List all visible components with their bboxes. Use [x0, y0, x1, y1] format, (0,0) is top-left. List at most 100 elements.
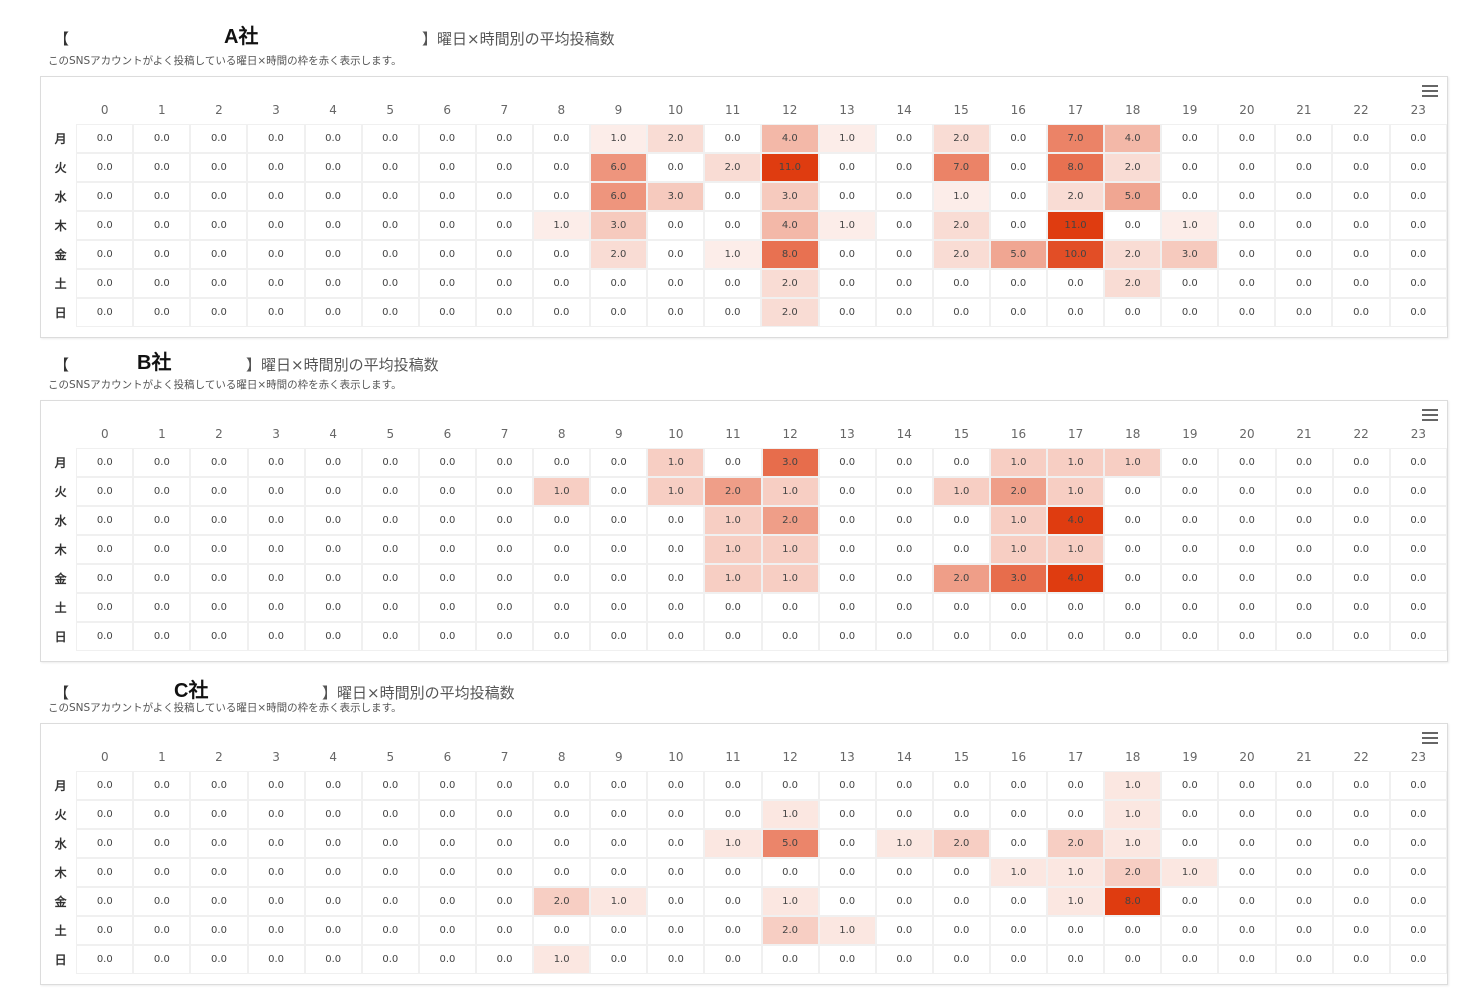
- heatmap-cell[interactable]: 0.0: [304, 800, 362, 829]
- heatmap-cell[interactable]: 0.0: [190, 887, 248, 916]
- heatmap-cell[interactable]: 0.0: [532, 269, 590, 298]
- heatmap-cell[interactable]: 0.0: [818, 593, 876, 622]
- heatmap-cell[interactable]: 0.0: [475, 829, 534, 858]
- heatmap-cell[interactable]: 0.0: [818, 269, 876, 298]
- heatmap-cell[interactable]: 2.0: [646, 124, 705, 153]
- heatmap-cell[interactable]: 5.0: [989, 240, 1047, 269]
- heatmap-cell[interactable]: 0.0: [304, 298, 362, 327]
- heatmap-cell[interactable]: 0.0: [475, 593, 534, 622]
- heatmap-cell[interactable]: 0.0: [1275, 506, 1333, 535]
- heatmap-cell[interactable]: 0.0: [1218, 593, 1276, 622]
- heatmap-cell[interactable]: 0.0: [190, 829, 248, 858]
- heatmap-cell[interactable]: 1.0: [532, 211, 590, 240]
- heatmap-cell[interactable]: 0.0: [76, 800, 134, 829]
- heatmap-cell[interactable]: 0.0: [932, 916, 990, 945]
- heatmap-cell[interactable]: 0.0: [475, 564, 534, 593]
- heatmap-cell[interactable]: 1.0: [647, 477, 705, 506]
- heatmap-cell[interactable]: 0.0: [1389, 771, 1447, 800]
- heatmap-cell[interactable]: 0.0: [875, 622, 933, 651]
- heatmap-cell[interactable]: 10.0: [1046, 240, 1105, 269]
- heatmap-cell[interactable]: 0.0: [361, 269, 419, 298]
- heatmap-cell[interactable]: 0.0: [1161, 269, 1219, 298]
- heatmap-cell[interactable]: 0.0: [989, 771, 1048, 800]
- heatmap-cell[interactable]: 0.0: [247, 858, 305, 887]
- heatmap-cell[interactable]: 2.0: [932, 829, 990, 858]
- heatmap-cell[interactable]: 0.0: [76, 564, 134, 593]
- heatmap-cell[interactable]: 0.0: [1389, 800, 1447, 829]
- heatmap-cell[interactable]: 0.0: [1161, 153, 1219, 182]
- heatmap-cell[interactable]: 0.0: [247, 945, 305, 974]
- heatmap-cell[interactable]: 0.0: [1047, 800, 1105, 829]
- heatmap-cell[interactable]: 0.0: [247, 593, 305, 622]
- heatmap-cell[interactable]: 0.0: [590, 829, 648, 858]
- heatmap-cell[interactable]: 0.0: [647, 535, 705, 564]
- heatmap-cell[interactable]: 0.0: [1161, 593, 1219, 622]
- heatmap-cell[interactable]: 0.0: [133, 622, 191, 651]
- heatmap-cell[interactable]: 0.0: [1161, 916, 1219, 945]
- heatmap-cell[interactable]: 0.0: [190, 298, 248, 327]
- heatmap-cell[interactable]: 0.0: [133, 153, 191, 182]
- heatmap-cell[interactable]: 0.0: [190, 182, 248, 211]
- heatmap-cell[interactable]: 0.0: [133, 771, 191, 800]
- heatmap-cell[interactable]: 0.0: [1275, 800, 1333, 829]
- heatmap-cell[interactable]: 0.0: [1218, 448, 1276, 477]
- heatmap-cell[interactable]: 1.0: [761, 535, 819, 564]
- heatmap-cell[interactable]: 0.0: [1389, 448, 1447, 477]
- heatmap-cell[interactable]: 0.0: [190, 945, 248, 974]
- heatmap-cell[interactable]: 0.0: [1104, 298, 1162, 327]
- heatmap-cell[interactable]: 0.0: [704, 211, 762, 240]
- heatmap-cell[interactable]: 0.0: [133, 124, 191, 153]
- heatmap-cell[interactable]: 0.0: [1332, 916, 1390, 945]
- heatmap-cell[interactable]: 0.0: [989, 887, 1048, 916]
- heatmap-cell[interactable]: 0.0: [1218, 240, 1276, 269]
- heatmap-cell[interactable]: 0.0: [76, 298, 134, 327]
- heatmap-cell[interactable]: 1.0: [761, 477, 819, 506]
- heatmap-cell[interactable]: 0.0: [875, 153, 933, 182]
- heatmap-cell[interactable]: 1.0: [1104, 800, 1162, 829]
- heatmap-cell[interactable]: 0.0: [818, 887, 876, 916]
- heatmap-cell[interactable]: 0.0: [875, 858, 933, 887]
- heatmap-cell[interactable]: 0.0: [989, 622, 1048, 651]
- heatmap-cell[interactable]: 1.0: [989, 506, 1048, 535]
- heatmap-cell[interactable]: 0.0: [76, 124, 134, 153]
- heatmap-cell[interactable]: 0.0: [1161, 535, 1219, 564]
- heatmap-cell[interactable]: 0.0: [761, 858, 819, 887]
- heatmap-cell[interactable]: 0.0: [1275, 448, 1333, 477]
- heatmap-cell[interactable]: 0.0: [590, 858, 648, 887]
- heatmap-cell[interactable]: 0.0: [304, 477, 362, 506]
- heatmap-cell[interactable]: 0.0: [1332, 182, 1390, 211]
- heatmap-cell[interactable]: 0.0: [989, 211, 1047, 240]
- heatmap-cell[interactable]: 0.0: [361, 593, 419, 622]
- heatmap-cell[interactable]: 0.0: [76, 829, 134, 858]
- heatmap-cell[interactable]: 0.0: [247, 800, 305, 829]
- heatmap-cell[interactable]: 0.0: [1104, 622, 1162, 651]
- heatmap-cell[interactable]: 0.0: [247, 240, 305, 269]
- heatmap-cell[interactable]: 4.0: [761, 211, 819, 240]
- heatmap-cell[interactable]: 0.0: [418, 829, 476, 858]
- heatmap-cell[interactable]: 0.0: [1161, 477, 1219, 506]
- heatmap-cell[interactable]: 0.0: [1218, 800, 1276, 829]
- heatmap-cell[interactable]: 0.0: [1389, 622, 1447, 651]
- heatmap-cell[interactable]: 0.0: [1104, 211, 1162, 240]
- heatmap-cell[interactable]: 0.0: [1218, 622, 1276, 651]
- heatmap-cell[interactable]: 0.0: [875, 593, 933, 622]
- heatmap-cell[interactable]: 0.0: [1332, 477, 1390, 506]
- heatmap-cell[interactable]: 0.0: [133, 182, 191, 211]
- heatmap-cell[interactable]: 0.0: [76, 622, 134, 651]
- heatmap-cell[interactable]: 0.0: [932, 887, 990, 916]
- heatmap-cell[interactable]: 0.0: [475, 887, 534, 916]
- heatmap-cell[interactable]: 0.0: [818, 298, 876, 327]
- heatmap-cell[interactable]: 8.0: [761, 240, 819, 269]
- heatmap-cell[interactable]: 0.0: [190, 153, 248, 182]
- heatmap-cell[interactable]: 0.0: [704, 887, 762, 916]
- heatmap-cell[interactable]: 0.0: [1275, 240, 1333, 269]
- heatmap-cell[interactable]: 0.0: [361, 153, 419, 182]
- heatmap-cell[interactable]: 0.0: [475, 240, 533, 269]
- heatmap-cell[interactable]: 4.0: [1047, 564, 1105, 593]
- heatmap-cell[interactable]: 3.0: [989, 564, 1048, 593]
- heatmap-cell[interactable]: 0.0: [1275, 124, 1333, 153]
- heatmap-cell[interactable]: 2.0: [761, 916, 819, 945]
- heatmap-cell[interactable]: 1.0: [533, 945, 591, 974]
- heatmap-cell[interactable]: 0.0: [532, 298, 590, 327]
- heatmap-cell[interactable]: 0.0: [761, 593, 819, 622]
